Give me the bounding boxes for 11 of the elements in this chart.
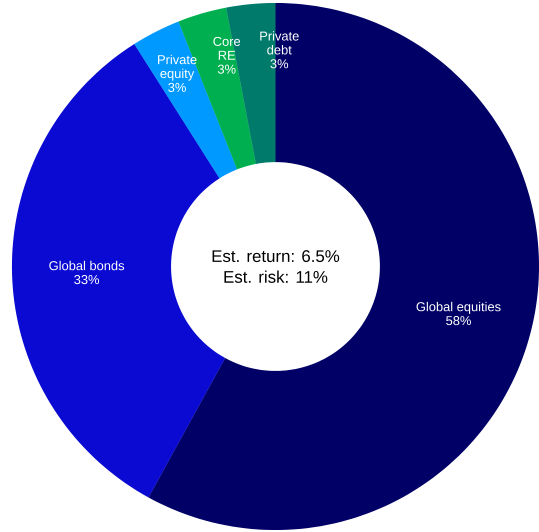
text: Est. risk: 11% bbox=[224, 270, 328, 283]
slice-label: Private debt bbox=[260, 31, 299, 54]
data-label: 3% bbox=[218, 64, 236, 74]
data-label: 58% bbox=[446, 316, 471, 326]
data-label: 3% bbox=[270, 59, 288, 68]
slice-label: Global equities bbox=[416, 302, 501, 314]
data-label: 3% bbox=[168, 82, 186, 92]
slice-label: Core RE bbox=[213, 36, 240, 60]
text: Est. return: 6.5% bbox=[212, 250, 340, 262]
data-label: 33% bbox=[74, 274, 100, 284]
slice-label: Global bonds bbox=[49, 260, 124, 270]
